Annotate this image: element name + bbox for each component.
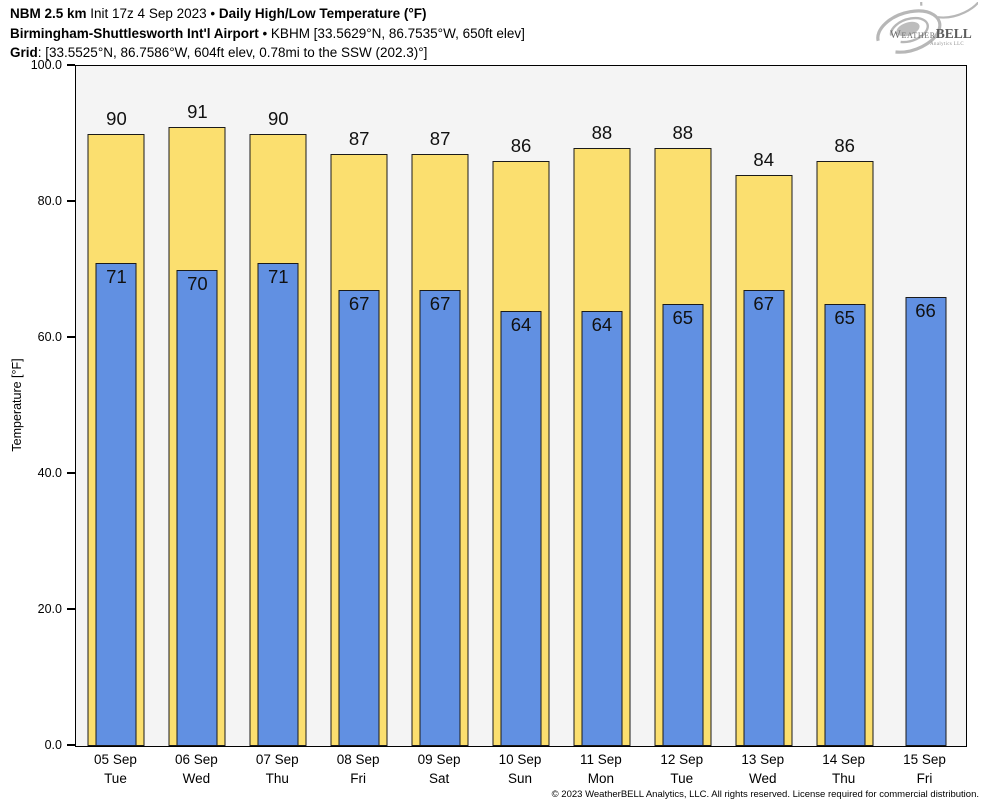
low-temp-value: 65 bbox=[834, 307, 855, 328]
y-tick-mark bbox=[67, 608, 75, 610]
low-temp-bar: 67 bbox=[743, 290, 785, 746]
x-tick-day: Mon bbox=[587, 771, 615, 786]
logo-text-bell: BELL bbox=[936, 26, 972, 41]
low-temp-bar: 67 bbox=[338, 290, 380, 746]
high-temp-value: 86 bbox=[510, 135, 532, 157]
x-tick-label: 06 Sep Wed bbox=[156, 750, 237, 788]
x-tick-label: 13 Sep Wed bbox=[722, 750, 803, 788]
weatherbell-logo: WeatherBELL Analytics LLC bbox=[876, 2, 978, 54]
grid-coords: : [33.5525°N, 86.7586°W, 604ft elev, 0.7… bbox=[37, 45, 428, 60]
x-tick-label: 09 Sep Sat bbox=[399, 750, 480, 788]
low-temp-value: 64 bbox=[591, 313, 613, 335]
y-axis-label: Temperature [°F] bbox=[10, 358, 24, 452]
station-name: Birmingham-Shuttlesworth Int'l Airport bbox=[10, 25, 259, 41]
x-tick-day: Tue bbox=[104, 771, 127, 786]
high-temp-value: 90 bbox=[106, 108, 127, 129]
high-temp-value: 87 bbox=[429, 128, 451, 150]
x-tick-label: 12 Sep Tue bbox=[641, 750, 722, 788]
y-tick-label: 80.0 bbox=[37, 194, 62, 208]
title-line-3: Grid: [33.5525°N, 86.7586°W, 604ft elev,… bbox=[10, 43, 525, 63]
x-tick-day: Fri bbox=[916, 771, 933, 786]
high-temp-value: 88 bbox=[591, 121, 613, 143]
high-temp-value: 87 bbox=[348, 128, 370, 150]
y-tick-mark bbox=[67, 200, 75, 202]
low-temp-value: 71 bbox=[267, 266, 289, 288]
x-tick-date: 05 Sep bbox=[94, 752, 137, 767]
low-temp-value: 67 bbox=[348, 293, 370, 315]
x-tick-date: 14 Sep bbox=[822, 752, 866, 767]
y-tick-mark bbox=[67, 64, 75, 66]
logo-text-sub: Analytics LLC bbox=[930, 42, 964, 47]
high-temp-value: 90 bbox=[267, 108, 289, 129]
low-temp-bar: 71 bbox=[257, 263, 299, 746]
x-tick-day: Wed bbox=[748, 771, 777, 786]
high-temp-value: 84 bbox=[753, 148, 775, 170]
plot-area: 90 71 91 70 90 71 87 67 87 67 86 64 88 64 88 65 84 67 86 65… bbox=[75, 65, 967, 747]
title-line-2: Birmingham-Shuttlesworth Int'l Airport •… bbox=[10, 24, 525, 44]
x-tick-day: Wed bbox=[182, 771, 211, 786]
x-tick-label: 14 Sep Thu bbox=[803, 750, 884, 788]
low-temp-bar: 64 bbox=[581, 310, 623, 746]
title-init: Init 17z 4 Sep 2023 • bbox=[86, 6, 219, 21]
swirl-icon bbox=[876, 2, 978, 54]
title-line-1: NBM 2.5 km Init 17z 4 Sep 2023 • Daily H… bbox=[10, 4, 525, 24]
x-tick-label: 05 Sep Tue bbox=[75, 750, 156, 788]
y-tick-mark bbox=[67, 744, 75, 746]
title-variable: Daily High/Low Temperature (°F) bbox=[218, 6, 427, 21]
x-tick-date: 12 Sep bbox=[660, 752, 704, 767]
low-temp-value: 70 bbox=[187, 273, 208, 294]
y-tick-mark bbox=[67, 336, 75, 338]
x-tick-day: Tue bbox=[670, 771, 694, 786]
x-tick-label: 11 Sep Mon bbox=[560, 750, 641, 788]
x-tick-label: 15 Sep Fri bbox=[884, 750, 965, 788]
x-tick-date: 11 Sep bbox=[580, 752, 622, 767]
low-temp-bar: 65 bbox=[824, 304, 866, 746]
x-tick-label: 10 Sep Sun bbox=[480, 750, 561, 788]
high-temp-value: 88 bbox=[672, 121, 694, 143]
low-temp-value: 64 bbox=[510, 313, 532, 335]
y-tick-label: 100.0 bbox=[30, 58, 62, 72]
low-temp-value: 71 bbox=[106, 266, 127, 288]
y-tick-label: 40.0 bbox=[37, 466, 62, 480]
x-tick-day: Sat bbox=[428, 771, 450, 786]
x-tick-date: 10 Sep bbox=[498, 752, 542, 767]
y-tick-mark bbox=[67, 472, 75, 474]
low-temp-bar: 65 bbox=[662, 304, 704, 746]
low-temp-value: 66 bbox=[915, 300, 936, 322]
low-temp-value: 65 bbox=[672, 307, 694, 328]
low-temp-bar: 67 bbox=[419, 290, 461, 746]
x-tick-day: Sun bbox=[507, 771, 532, 786]
title-model: NBM 2.5 km bbox=[10, 6, 87, 21]
x-tick-date: 15 Sep bbox=[903, 752, 946, 767]
x-tick-date: 07 Sep bbox=[255, 752, 299, 767]
high-temp-value: 86 bbox=[834, 135, 855, 157]
x-tick-date: 13 Sep bbox=[741, 752, 785, 767]
x-tick-day: Fri bbox=[350, 771, 367, 786]
copyright-notice: © 2023 WeatherBELL Analytics, LLC. All r… bbox=[551, 789, 979, 800]
x-tick-label: 07 Sep Thu bbox=[237, 750, 318, 788]
high-temp-value: 91 bbox=[187, 101, 208, 123]
x-tick-day: Thu bbox=[831, 771, 856, 786]
low-temp-bar: 70 bbox=[176, 270, 218, 746]
low-temp-value: 67 bbox=[429, 293, 451, 315]
low-temp-bar: 64 bbox=[500, 310, 542, 746]
station-coords: • KBHM [33.5629°N, 86.7535°W, 650ft elev… bbox=[258, 25, 525, 41]
svg-text:WeatherBELL: WeatherBELL bbox=[890, 26, 972, 41]
low-temp-bar: 71 bbox=[95, 263, 137, 746]
logo-text-weather: Weather bbox=[890, 29, 936, 41]
low-temp-bar: 66 bbox=[905, 297, 947, 746]
x-tick-day: Thu bbox=[265, 771, 289, 786]
grid-label: Grid bbox=[10, 45, 38, 60]
low-temp-value: 67 bbox=[753, 293, 775, 315]
x-tick-date: 08 Sep bbox=[336, 752, 380, 767]
y-tick-label: 60.0 bbox=[37, 330, 62, 344]
chart-header: NBM 2.5 km Init 17z 4 Sep 2023 • Daily H… bbox=[10, 4, 525, 63]
x-tick-date: 09 Sep bbox=[417, 752, 461, 767]
x-tick-label: 08 Sep Fri bbox=[318, 750, 399, 788]
y-tick-label: 0.0 bbox=[44, 738, 62, 752]
y-tick-label: 20.0 bbox=[37, 602, 62, 616]
x-tick-date: 06 Sep bbox=[174, 752, 218, 767]
